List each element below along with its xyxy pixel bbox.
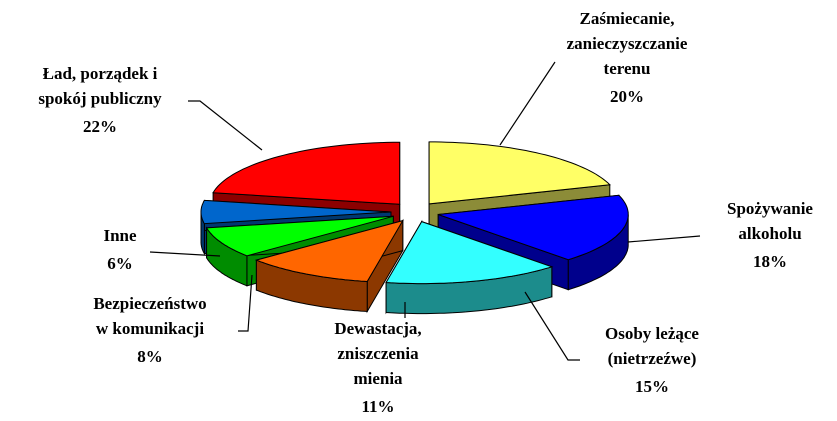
label-line: Spożywanie bbox=[727, 199, 813, 218]
leader-line bbox=[238, 274, 253, 332]
leader-line bbox=[524, 291, 580, 361]
value-label: 18% bbox=[753, 252, 787, 271]
leader-line bbox=[627, 235, 701, 243]
label-line: zanieczyszczanie bbox=[567, 34, 688, 53]
slice bbox=[254, 219, 404, 283]
slice-label: Ład, porządek i spokój publiczny bbox=[38, 64, 162, 108]
label-line: (nietrzeźwe) bbox=[608, 349, 697, 368]
slice-label: Osoby leżące (nietrzeźwe) bbox=[605, 324, 699, 368]
slice-label: Dewastacja, zniszczenia mienia bbox=[334, 319, 421, 388]
label-line: Dewastacja, bbox=[334, 319, 421, 338]
label-line: Ład, porządek i bbox=[43, 64, 158, 83]
label-line: Inne bbox=[103, 226, 137, 245]
leader-line bbox=[499, 61, 556, 146]
slice-label: Zaśmiecanie, zanieczyszczanie terenu bbox=[567, 9, 688, 78]
label-line: zniszczenia bbox=[337, 344, 419, 363]
leader-line bbox=[188, 100, 263, 151]
slice bbox=[212, 141, 401, 205]
label-line: Bezpieczeństwo bbox=[93, 294, 206, 313]
value-label: 11% bbox=[361, 397, 394, 416]
label-line: mienia bbox=[353, 369, 403, 388]
value-label: 22% bbox=[83, 117, 117, 136]
value-label: 8% bbox=[137, 347, 163, 366]
label-line: spokój publiczny bbox=[38, 89, 162, 108]
leader-line bbox=[149, 251, 221, 257]
value-label: 6% bbox=[107, 254, 133, 273]
slice bbox=[205, 215, 394, 257]
slice bbox=[438, 194, 629, 261]
value-label: 20% bbox=[610, 87, 644, 106]
slice-label: Inne bbox=[103, 226, 137, 245]
label-line: alkoholu bbox=[738, 224, 801, 243]
label-line: Osoby leżące bbox=[605, 324, 699, 343]
slice-label: Bezpieczeństwo w komunikacji bbox=[93, 294, 206, 338]
slice bbox=[385, 220, 554, 285]
label-line: w komunikacji bbox=[96, 319, 204, 338]
value-label: 15% bbox=[635, 377, 669, 396]
slice bbox=[428, 141, 611, 205]
label-line: terenu bbox=[604, 59, 651, 78]
label-line: Zaśmiecanie, bbox=[580, 9, 675, 28]
slice-label: Spożywanie alkoholu bbox=[727, 199, 813, 243]
slice bbox=[200, 199, 392, 225]
